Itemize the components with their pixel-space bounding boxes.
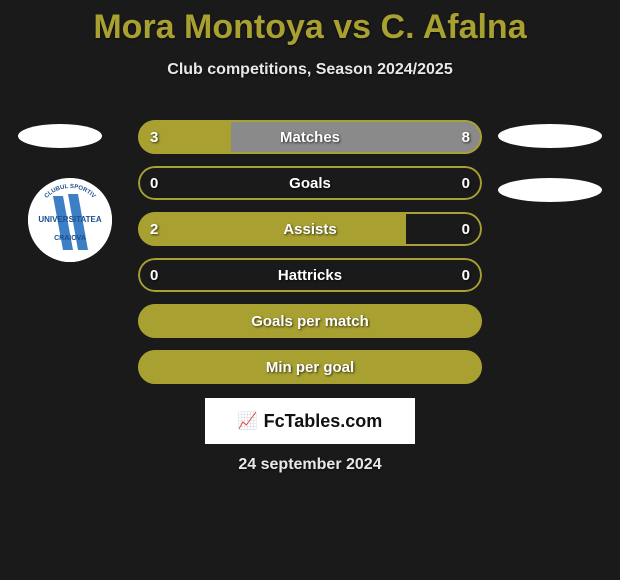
svg-text:CRAIOVA: CRAIOVA bbox=[54, 235, 86, 242]
stat-label: Min per goal bbox=[138, 350, 482, 384]
brand-box: 📈 FcTables.com bbox=[205, 398, 415, 444]
stat-row: 38Matches bbox=[138, 120, 482, 154]
stat-row: Min per goal bbox=[138, 350, 482, 384]
chart-icon: 📈 bbox=[238, 411, 258, 431]
stats-container: 38Matches 00Goals 20Assists 00Hattricks Goal… bbox=[138, 120, 482, 396]
page-title: Mora Montoya vs C. Afalna bbox=[0, 0, 620, 47]
left-flag-ellipse bbox=[18, 124, 102, 148]
stat-label: Assists bbox=[138, 212, 482, 246]
date-text: 24 september 2024 bbox=[0, 456, 620, 474]
content: Mora Montoya vs C. Afalna Club competiti… bbox=[0, 0, 620, 580]
stat-label: Matches bbox=[138, 120, 482, 154]
right-flag-ellipse-1 bbox=[498, 124, 602, 148]
team-logo-svg: CLUBUL SPORTIV UNIVERSITATEA CRAIOVA bbox=[28, 178, 112, 262]
stat-label: Hattricks bbox=[138, 258, 482, 292]
stat-row: 20Assists bbox=[138, 212, 482, 246]
page-subtitle: Club competitions, Season 2024/2025 bbox=[0, 61, 620, 79]
stat-row: 00Hattricks bbox=[138, 258, 482, 292]
brand-text: FcTables.com bbox=[264, 411, 383, 432]
svg-text:UNIVERSITATEA: UNIVERSITATEA bbox=[38, 215, 101, 224]
stat-label: Goals per match bbox=[138, 304, 482, 338]
stat-row: Goals per match bbox=[138, 304, 482, 338]
stat-label: Goals bbox=[138, 166, 482, 200]
team-logo-left: CLUBUL SPORTIV UNIVERSITATEA CRAIOVA bbox=[28, 178, 112, 262]
right-flag-ellipse-2 bbox=[498, 178, 602, 202]
stat-row: 00Goals bbox=[138, 166, 482, 200]
